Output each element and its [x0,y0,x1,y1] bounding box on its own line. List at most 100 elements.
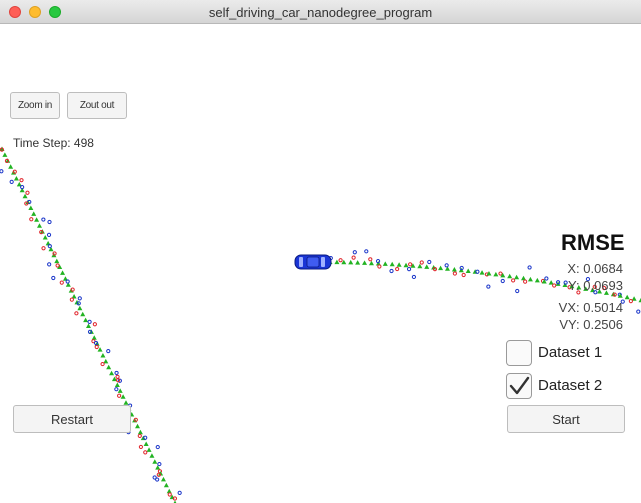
estimate-marker [97,347,103,352]
lidar-marker [368,257,373,262]
lidar-marker [498,271,503,276]
window-title: self_driving_car_nanodegree_program [208,5,433,20]
radar-marker [9,179,14,184]
radar-marker [76,301,81,306]
estimate-marker [362,260,368,265]
estimate-marker [166,488,172,494]
estimate-marker [5,158,11,163]
restart-button[interactable]: Restart [13,405,131,433]
estimate-marker [465,268,471,273]
estimate-marker [111,376,117,382]
estimate-marker [143,441,149,446]
lidar-marker [41,246,46,251]
lidar-marker [74,311,79,316]
checkmark-icon [509,376,530,395]
dataset-2-checkbox[interactable] [506,373,532,399]
radar-marker [352,250,357,255]
radar-marker [46,232,52,237]
estimate-marker [507,273,513,279]
estimate-marker [583,286,589,291]
estimate-marker [71,294,77,299]
estimate-marker [562,282,568,288]
dataset-1-label: Dataset 1 [538,344,603,361]
dataset-2-label: Dataset 2 [538,377,603,394]
estimate-marker [603,290,609,295]
estimate-marker [103,358,109,364]
radar-marker [555,280,561,285]
estimate-marker [106,364,112,370]
maximize-window-button[interactable] [49,6,61,18]
radar-marker [41,217,46,222]
radar-marker [406,267,412,272]
lidar-marker [25,190,30,195]
estimate-marker [334,259,340,265]
lidar-marker [511,278,516,283]
radar-marker [544,276,549,281]
estimate-marker [438,265,444,271]
lidar-marker [461,272,466,278]
estimate-marker [451,266,457,272]
estimate-marker [403,262,409,268]
estimate-marker [31,211,37,216]
lidar-marker [143,450,148,455]
estimate-marker [137,429,143,435]
rmse-x-value: X: 0.0684 [567,261,623,276]
estimate-marker [120,394,126,399]
lidar-marker [432,267,438,272]
estimate-marker [34,217,40,222]
start-button[interactable]: Start [507,405,625,433]
radar-marker [152,475,157,480]
lidar-marker [377,264,382,269]
estimate-marker [54,258,60,264]
estimate-marker [417,263,423,269]
estimate-marker [36,223,42,228]
lidar-marker [576,290,581,295]
radar-marker [106,348,111,354]
radar-marker [114,370,119,376]
estimate-marker [624,294,630,300]
estimate-marker [486,271,492,276]
dataset-1-checkbox[interactable] [506,340,532,366]
radar-marker [563,280,568,285]
lidar-marker [612,292,617,297]
estimate-marker [149,453,155,458]
lidar-marker [156,472,161,477]
lidar-marker [452,271,457,276]
lidar-marker [39,230,44,235]
estimate-marker [348,259,354,265]
zoom-out-button[interactable]: Zout out [67,92,127,119]
lidar-marker [351,255,356,260]
estimate-marker [396,262,402,267]
lidar-marker [602,285,607,291]
estimate-marker [410,263,416,268]
radar-marker [65,279,70,284]
lidar-marker [592,284,597,289]
radar-marker [636,309,641,314]
lidar-marker [94,344,99,350]
estimate-marker [158,471,164,476]
radar-marker [593,290,598,295]
estimate-marker [576,285,582,290]
radar-marker [155,444,160,450]
radar-marker [51,275,56,281]
estimate-marker [548,280,554,285]
zoom-in-button[interactable]: Zoom in [10,92,60,119]
lidar-marker [628,298,633,304]
lidar-marker [523,279,528,284]
lidar-marker [137,433,142,439]
estimate-marker [382,261,388,266]
estimate-marker [355,260,361,265]
radar-marker [459,265,464,271]
estimate-marker [16,181,22,187]
lidar-marker [12,169,17,174]
estimate-marker [74,299,80,305]
lidar-marker [115,374,120,379]
rmse-y-value: Y: 0.0693 [568,278,623,293]
minimize-window-button[interactable] [29,6,41,18]
close-window-button[interactable] [9,6,21,18]
radar-marker [389,268,394,274]
estimate-marker [91,335,97,340]
radar-marker [515,288,520,294]
estimate-marker [173,500,177,503]
estimate-marker [638,297,641,303]
